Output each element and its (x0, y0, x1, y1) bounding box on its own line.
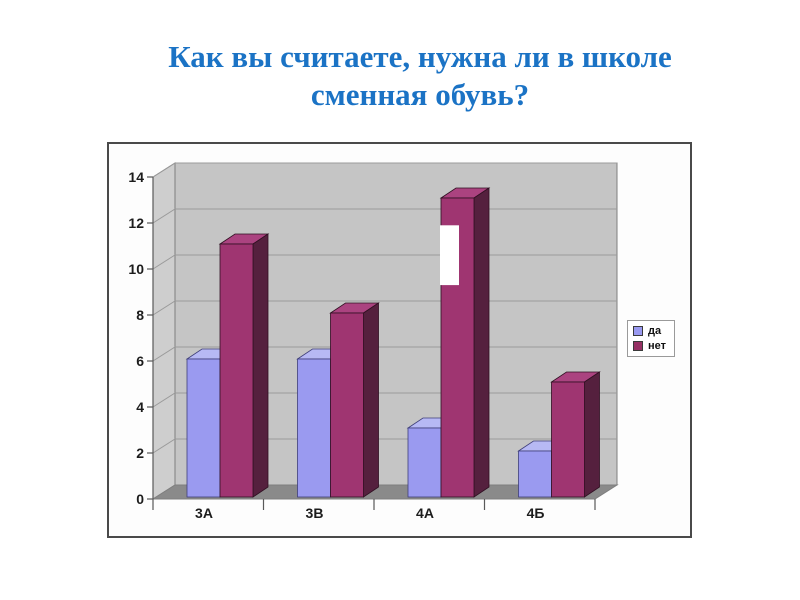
legend-item-no: нет (633, 340, 666, 352)
legend-swatch-yes (633, 326, 643, 336)
bar-front-нет-4Б (551, 381, 585, 498)
x-category-label: 4Б (527, 505, 545, 521)
legend-swatch-no (633, 341, 643, 351)
y-tick-label: 12 (128, 215, 144, 231)
title-line-1: Как вы считаете, нужна ли в школе (168, 39, 672, 74)
y-tick-label: 10 (128, 261, 144, 277)
y-tick-label: 6 (136, 353, 144, 369)
y-tick-label: 0 (136, 491, 144, 507)
bar-front-да-3В (297, 358, 331, 498)
bar-front-нет-3В (330, 312, 364, 498)
side-wall (152, 162, 176, 500)
bar-front-да-4Б (518, 450, 552, 498)
x-category-label: 4А (416, 505, 434, 521)
bar-side-нет-4А (473, 187, 490, 498)
bar-front-да-3А (186, 358, 221, 498)
bar-front-нет-3А (219, 243, 254, 498)
chart-container: 0 2 4 6 8 10 12 14 3А 3В 4А 4Б да нет (107, 142, 692, 538)
legend-item-yes: да (633, 325, 666, 337)
floor (151, 484, 619, 500)
y-tick-label: 4 (136, 399, 144, 415)
bar-chart-3d: 0 2 4 6 8 10 12 14 3А 3В 4А 4Б (128, 162, 619, 521)
legend-label-no: нет (648, 340, 667, 352)
gridline (152, 162, 617, 178)
y-tick-label: 2 (136, 445, 144, 461)
title-line-2: сменная обувь? (310, 77, 530, 112)
white-patch-artifact (440, 225, 459, 286)
bar-side-нет-4Б (584, 371, 600, 498)
legend-label-yes: да (648, 325, 662, 337)
x-category-label: 3А (195, 505, 213, 521)
y-tick-label: 14 (128, 169, 144, 185)
bar-side-нет-3А (252, 233, 269, 498)
slide-title: Как вы считаете, нужна ли в школе сменная… (0, 38, 800, 114)
y-tick-label: 8 (136, 307, 144, 323)
chart-legend: да нет (627, 320, 676, 357)
bar-front-да-4А (407, 427, 442, 498)
bar-side-нет-3В (363, 302, 379, 498)
x-category-label: 3В (306, 505, 324, 521)
